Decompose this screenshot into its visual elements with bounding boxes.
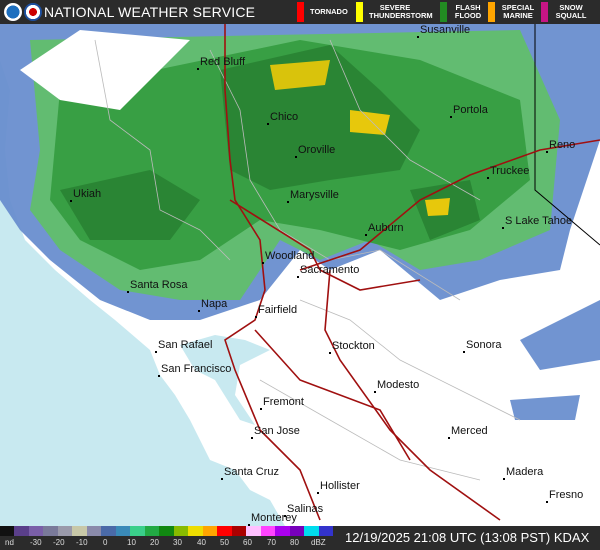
city-label: Fresno [545,489,584,503]
scale-swatch [115,526,131,536]
flash-flood-swatch [440,2,447,22]
city-label: Ukiah [69,188,102,202]
scale-tick-label: -30 [30,538,42,547]
scale-tick-label: -20 [53,538,65,547]
warning-tornado: TORNADO [297,2,348,22]
dbz-scale-ticks: nd -30 -20 -10 0 10 20 30 40 50 60 70 80 dBZ [0,538,333,550]
scale-swatch [318,526,334,536]
city-label: Fremont [260,396,304,410]
scale-swatch [72,526,87,536]
city-label: Red Bluff [196,56,246,70]
page-title: NATIONAL WEATHER SERVICE [44,4,256,20]
city-label: Sonora [462,339,502,353]
city-label: Merced [448,425,488,439]
city-label: Salinas [283,503,324,517]
scale-swatch [43,526,58,536]
ocean [0,24,285,526]
warning-severe-thunderstorm: SEVERE THUNDERSTORM [356,2,433,22]
scale-swatch [260,526,276,536]
bay [180,335,270,425]
scale-swatch [144,526,160,536]
scale-tick-label: 80 [290,538,299,547]
scale-swatch [14,526,29,536]
tornado-swatch [297,2,304,22]
scale-swatch [0,526,15,536]
scale-swatch [173,526,189,536]
scale-tick-label: 20 [150,538,159,547]
city-label: Portola [450,104,488,118]
state-border [534,24,600,246]
scale-swatch [246,526,261,536]
city-label: Santa Cruz [220,466,280,480]
thunderstorm-swatch [356,2,363,22]
scale-swatch [202,526,218,536]
snow-squall-swatch [541,2,548,22]
special-marine-swatch [488,2,495,22]
scale-tick-label: 40 [197,538,206,547]
scale-swatch [289,526,305,536]
highways [224,24,600,521]
scale-tick-label: nd [5,538,14,547]
city-label: Auburn [364,222,404,236]
county-lines [94,39,521,481]
city-label: S Lake Tahoe [501,215,573,229]
header-bar: NATIONAL WEATHER SERVICE TORNADO SEVERE … [0,0,600,24]
noaa-logo [4,3,22,21]
scale-tick-label: 50 [220,538,229,547]
city-label: Napa [197,298,228,312]
scale-tick-label: dBZ [311,538,326,547]
city-label: San Rafael [154,339,213,353]
warning-flash-flood: FLASH FLOOD [440,2,483,22]
scale-tick-label: -10 [76,538,88,547]
city-label: Reno [545,139,576,153]
city-label: Chico [266,111,299,125]
scale-swatch [159,526,174,536]
scale-tick-label: 30 [173,538,182,547]
scale-swatch [217,526,232,536]
dbz-color-scale [0,526,334,536]
timestamp: 12/19/2025 21:08 UTC (13:08 PST) KDAX [345,530,590,545]
city-label: Modesto [373,379,420,393]
scale-tick-label: 0 [103,538,108,547]
city-label: Fairfield [254,304,298,318]
scale-swatch [28,526,44,536]
scale-tick-label: 70 [267,538,276,547]
nws-logo [24,3,42,21]
city-label: Santa Rosa [126,279,188,293]
scale-swatch [188,526,203,536]
scale-tick-label: 10 [127,538,136,547]
city-label: Oroville [294,144,336,158]
scale-swatch [101,526,116,536]
city-label: San Francisco [157,363,232,377]
precipitation [0,24,600,420]
scale-swatch [231,526,247,536]
warning-special-marine: SPECIAL MARINE [488,2,535,22]
warning-snow-squall: SNOW SQUALL [541,2,588,22]
city-label: Hollister [317,480,360,494]
city-label: Stockton [329,340,375,354]
scale-swatch [57,526,73,536]
scale-tick-label: 60 [243,538,252,547]
city-label: Marysville [287,189,339,203]
city-label: Madera [502,466,544,480]
scale-swatch [275,526,290,536]
scale-swatch [86,526,102,536]
scale-swatch [304,526,319,536]
city-label: Sacramento [296,264,360,278]
city-label: Woodland [261,250,315,264]
city-label: Susanville [416,24,471,38]
scale-swatch [130,526,145,536]
city-label: San Jose [251,425,300,439]
city-label: Monterey [248,512,297,526]
city-label: Truckee [486,165,530,179]
